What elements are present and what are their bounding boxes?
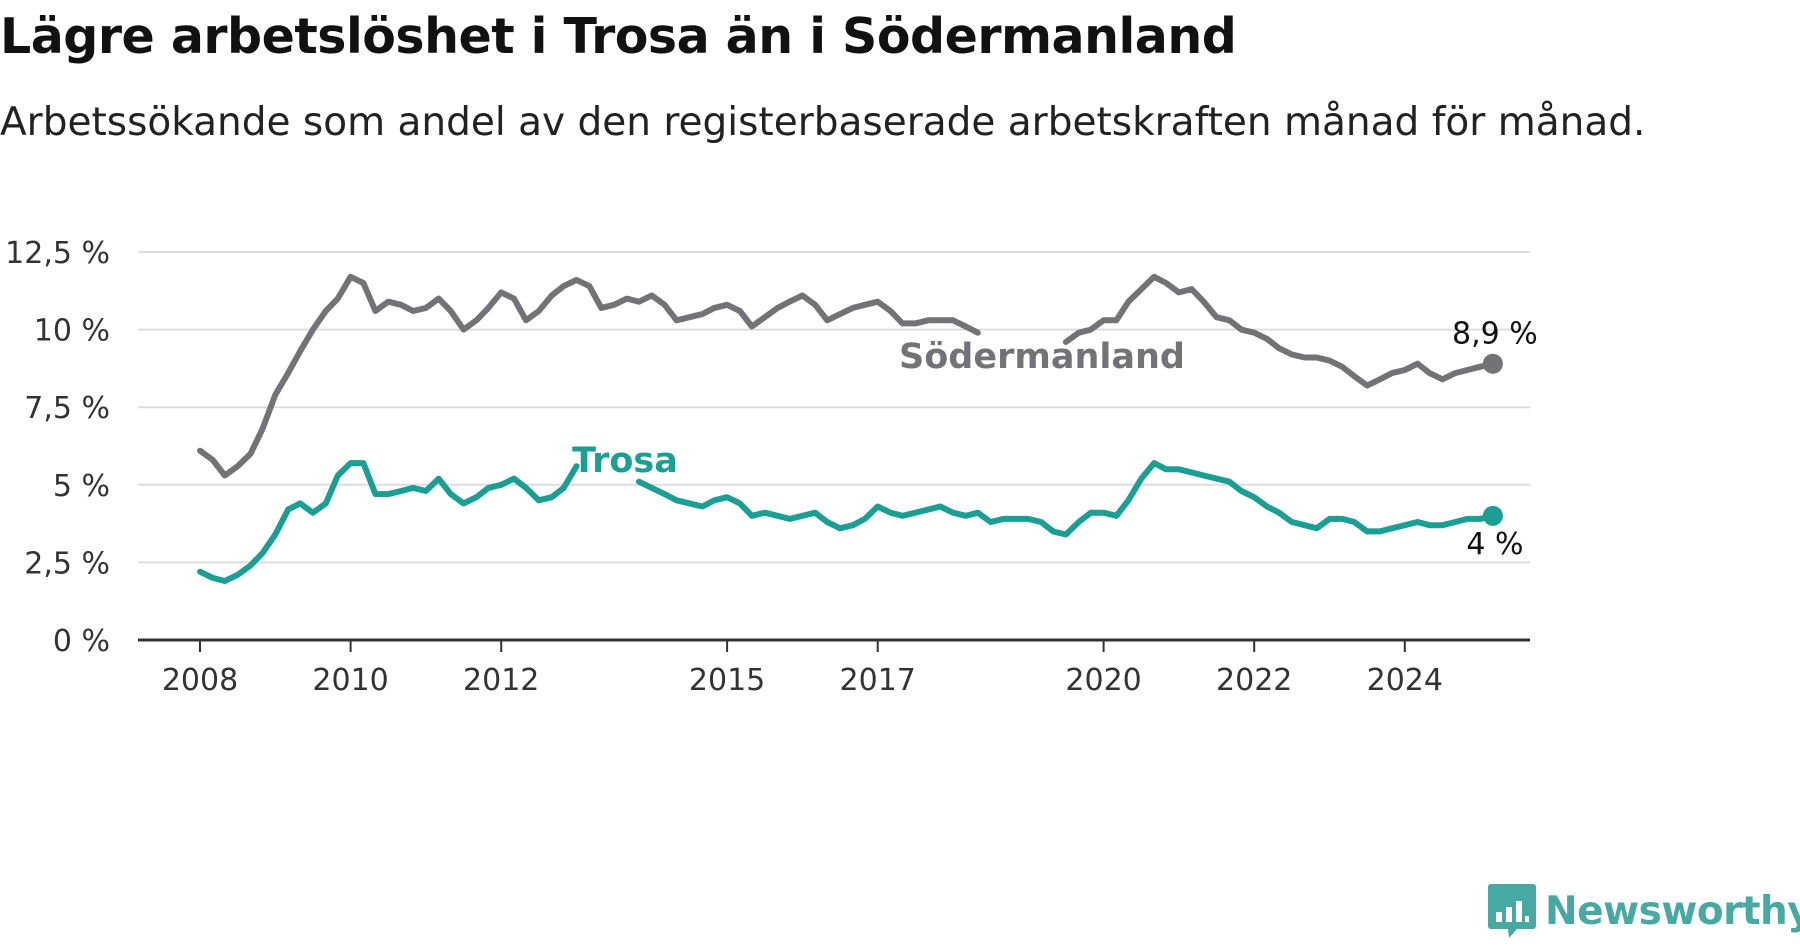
x-tick-label: 2022 [1216,663,1292,698]
x-axis: 2008 2010 2012 2015 2017 2020 2022 2024 [138,638,1530,698]
chart-title: Lägre arbetslöshet i Trosa än i Söderman… [0,8,1237,65]
y-tick-label: 12,5 % [5,236,110,271]
bar-chart-speech-bubble-icon [1488,884,1536,938]
x-tick-label: 2008 [162,663,238,698]
x-tick-label: 2010 [312,663,388,698]
x-tick-label: 2020 [1065,663,1141,698]
end-value-label: 4 % [1466,527,1523,562]
brand-name: Newsworthy [1545,888,1800,934]
x-tick-label: 2024 [1367,663,1443,698]
series-lines [197,273,1503,584]
newsworthy-brand: Newsworthy [1487,880,1800,942]
x-tick-label: 2017 [840,663,916,698]
y-axis-tick-labels: 0 % 2,5 % 5 % 7,5 % 10 % 12,5 % [5,236,110,659]
y-tick-label: 7,5 % [24,391,110,426]
y-tick-label: 2,5 % [24,546,110,581]
end-value-label: 8,9 % [1452,317,1538,352]
series-labels: 8,9 % 4 % Södermanland Trosa [572,317,1538,562]
y-tick-label: 0 % [53,624,110,659]
series-label: Trosa [572,441,678,481]
chart-subtitle: Arbetssökande som andel av den registerb… [0,100,1646,145]
y-tick-label: 5 % [53,469,110,504]
y-tick-label: 10 % [34,314,110,349]
series-line-sodermanland [197,273,1496,479]
end-point-trosa [1482,505,1503,526]
end-point-sodermanland [1482,353,1503,374]
x-tick-label: 2012 [463,663,539,698]
gridlines [138,251,1530,564]
series-label: Södermanland [899,337,1185,377]
x-tick-label: 2015 [689,663,765,698]
series-line-trosa [197,460,1496,584]
